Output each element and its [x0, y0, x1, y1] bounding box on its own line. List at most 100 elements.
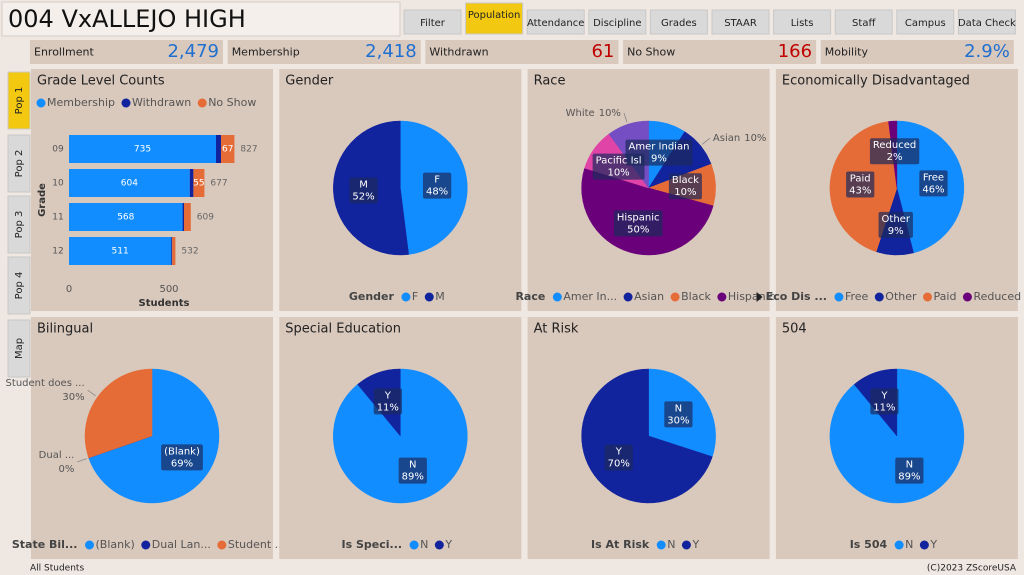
tab-label[interactable]: Grades	[661, 18, 697, 29]
tab-label[interactable]: Population	[468, 10, 521, 21]
slice-name: Amer Indian	[629, 142, 690, 153]
leader-line	[701, 137, 711, 145]
page-title: 004 VxALLEJO HIGH	[8, 5, 246, 33]
slice-value: 52%	[352, 191, 374, 202]
bar-segment	[69, 203, 183, 231]
tab-bg	[711, 9, 770, 35]
nav-tab[interactable]: Population	[465, 2, 524, 35]
bar-segment	[69, 237, 172, 265]
legend: Eco Dis ... Free Other Paid Reduced	[766, 290, 1021, 303]
nav-tab[interactable]: Staff	[834, 9, 893, 35]
slice-name: F	[434, 175, 440, 186]
side-tab-label[interactable]: Pop 3	[14, 211, 25, 239]
slice-label-box	[919, 170, 948, 197]
bar-segment	[216, 135, 221, 163]
title-box	[1, 1, 401, 37]
tab-label[interactable]: Discipline	[593, 18, 641, 29]
bar-label: 604	[121, 179, 138, 189]
legend-label: No Show	[208, 96, 256, 109]
tab-label[interactable]: Filter	[420, 18, 446, 29]
legend-swatch	[834, 292, 844, 302]
slice-name: Y	[384, 390, 392, 401]
kpi-label: Membership	[232, 46, 300, 59]
footer-left: All Students	[30, 564, 84, 574]
tab-label[interactable]: Data Check	[958, 18, 1016, 29]
side-tab-bg	[7, 71, 31, 130]
tab-label[interactable]: Campus	[905, 18, 946, 29]
tab-bg	[834, 9, 893, 35]
slice-name: Paid	[850, 174, 871, 185]
tab-label[interactable]: Staff	[852, 18, 876, 29]
tab-label[interactable]: STAAR	[724, 18, 757, 29]
tab-label[interactable]: Lists	[791, 18, 814, 29]
slice-value: 30%	[62, 392, 84, 403]
legend-swatch	[962, 292, 972, 302]
legend: Membership Withdrawn No Show	[36, 96, 256, 109]
legend-swatch	[36, 98, 46, 108]
legend-label: (Blank)	[95, 538, 134, 551]
panel-title: 504	[782, 322, 807, 337]
kpi-card	[623, 40, 817, 64]
side-tab[interactable]: Pop 1	[7, 71, 31, 130]
legend-label: Student ...	[228, 538, 285, 551]
side-tab-label[interactable]: Pop 2	[14, 150, 25, 178]
slice-name: Pacific Isl	[596, 156, 642, 167]
slice-value: 9%	[888, 226, 904, 237]
tab-label[interactable]: Attendance	[527, 18, 584, 29]
slice-label-box	[349, 177, 378, 204]
slice-name: Student does ...	[6, 378, 85, 389]
legend-title: Eco Dis ...	[766, 290, 827, 303]
nav-tab[interactable]: Grades	[649, 9, 708, 35]
slice-label-box	[373, 388, 402, 415]
slice-name: Y	[880, 390, 888, 401]
legend-swatch	[923, 292, 933, 302]
slice-label-box	[398, 457, 427, 484]
legend-swatch	[409, 540, 419, 550]
side-tab[interactable]: Pop 2	[7, 134, 31, 193]
bar-segment	[193, 169, 205, 197]
side-tab[interactable]: Map	[7, 319, 31, 378]
legend-swatch	[894, 540, 904, 550]
nav-tab[interactable]: Lists	[773, 9, 832, 35]
legend: Gender F M	[349, 290, 445, 303]
slice-value: 2%	[887, 152, 903, 163]
bar-label: 568	[117, 213, 134, 223]
legend-swatch	[656, 540, 666, 550]
legend-label: Dual Lan...	[152, 538, 211, 551]
leader-line	[77, 458, 87, 463]
slice-label-box	[422, 172, 452, 199]
legend-swatch	[197, 98, 207, 108]
legend: Is Speci... N Y	[342, 538, 453, 551]
legend-label: N	[420, 538, 428, 551]
slice-value: 9%	[651, 154, 667, 165]
legend-swatch	[670, 292, 680, 302]
kpi-label: Withdrawn	[429, 46, 488, 59]
legend-more-arrow[interactable]	[756, 292, 763, 302]
slice-label-box	[668, 173, 702, 200]
total-label: 677	[210, 179, 227, 189]
nav-tab[interactable]: Discipline	[588, 9, 647, 35]
total-label: 827	[240, 145, 257, 155]
y-tick-label: 11	[52, 213, 63, 223]
nav-tab[interactable]: Campus	[896, 9, 955, 35]
slice-value: 50%	[627, 224, 649, 235]
side-tab[interactable]: Pop 4	[7, 256, 31, 315]
tab-bg	[465, 2, 524, 35]
kpi-value: 2.9%	[964, 41, 1010, 62]
legend-label: Withdrawn	[132, 96, 191, 109]
nav-tab[interactable]: Data Check	[957, 9, 1016, 35]
nav-tab[interactable]: STAAR	[711, 9, 770, 35]
nav-tab[interactable]: Attendance	[526, 9, 585, 35]
slice-label-box	[869, 138, 920, 165]
bar-segment	[69, 135, 216, 163]
side-tab[interactable]: Pop 3	[7, 195, 31, 254]
legend: Is At Risk N Y	[591, 538, 699, 551]
slice-label-box	[664, 401, 693, 428]
side-tab-label[interactable]: Pop 4	[14, 272, 25, 300]
side-tab-label[interactable]: Map	[14, 338, 25, 359]
legend-label: Free	[845, 290, 869, 303]
nav-tab[interactable]: Filter	[403, 9, 462, 35]
side-tab-label[interactable]: Pop 1	[14, 87, 25, 115]
